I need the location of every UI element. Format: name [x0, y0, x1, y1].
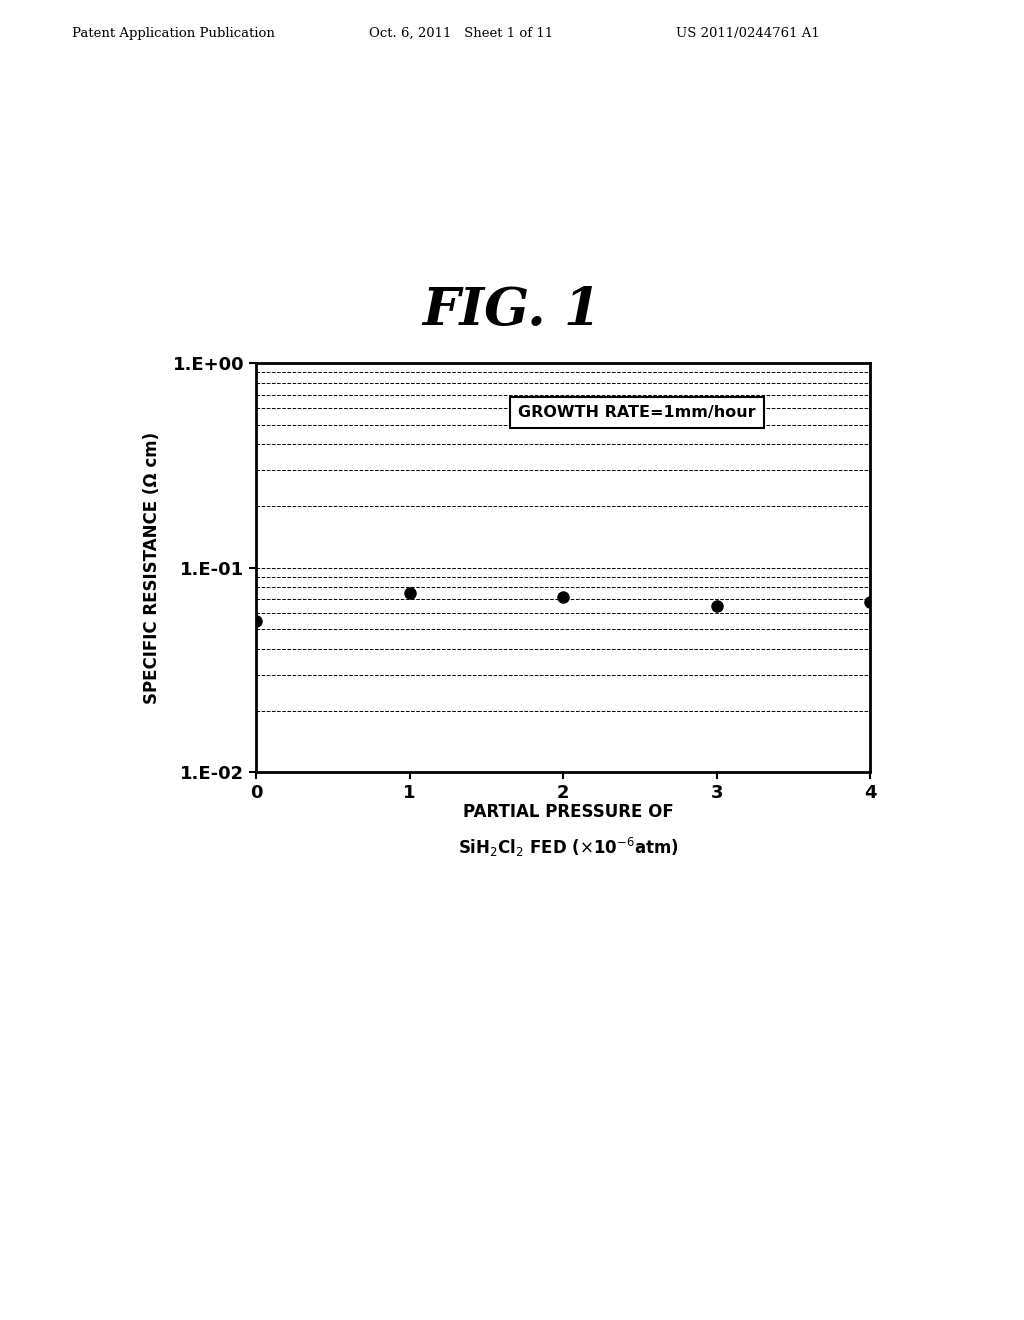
Text: SiH$_2$Cl$_2$ FED ($\times$10$^{-6}$atm): SiH$_2$Cl$_2$ FED ($\times$10$^{-6}$atm) [458, 836, 679, 859]
Text: Oct. 6, 2011   Sheet 1 of 11: Oct. 6, 2011 Sheet 1 of 11 [369, 26, 553, 40]
Y-axis label: SPECIFIC RESISTANCE (Ω cm): SPECIFIC RESISTANCE (Ω cm) [143, 432, 162, 704]
Text: US 2011/0244761 A1: US 2011/0244761 A1 [676, 26, 819, 40]
Text: PARTIAL PRESSURE OF: PARTIAL PRESSURE OF [463, 803, 674, 821]
Text: GROWTH RATE=1mm/hour: GROWTH RATE=1mm/hour [518, 405, 756, 420]
Text: Patent Application Publication: Patent Application Publication [72, 26, 274, 40]
Text: FIG. 1: FIG. 1 [423, 285, 601, 335]
